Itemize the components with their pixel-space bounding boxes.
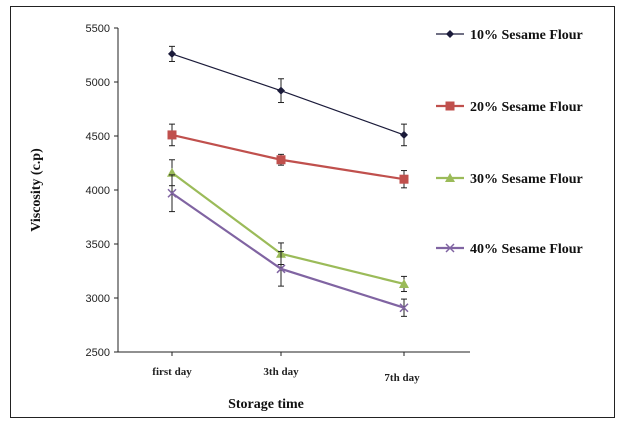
y-ticks: 2500 3000 3500 4000 4500 5000 5500 — [86, 23, 118, 359]
data-point — [167, 130, 177, 140]
data-point — [399, 303, 409, 313]
legend-item: 10% Sesame Flour — [436, 28, 583, 43]
data-point — [277, 86, 285, 95]
legend-label: 30% Sesame Flour — [470, 172, 583, 187]
y-tick-label: 3500 — [86, 239, 110, 251]
series-4 — [167, 174, 409, 317]
y-tick-label: 4500 — [86, 131, 110, 143]
legend-item: 30% Sesame Flour — [436, 172, 583, 187]
y-tick-label: 5000 — [86, 77, 110, 89]
x-tick-label: first day — [152, 366, 192, 378]
legend-marker — [445, 243, 455, 253]
series-line — [171, 171, 405, 286]
legend-item: 40% Sesame Flour — [436, 242, 583, 257]
axes — [117, 28, 470, 353]
y-tick-label: 4000 — [86, 185, 110, 197]
y-axis-title: Viscosity (c.p) — [29, 148, 44, 232]
data-point — [276, 264, 286, 274]
data-point — [400, 130, 408, 139]
data-point — [168, 49, 176, 58]
x-axis-title: Storage time — [228, 397, 304, 412]
y-tick-label: 5500 — [86, 23, 110, 35]
series-group — [167, 45, 409, 317]
legend-label: 20% Sesame Flour — [470, 100, 583, 115]
series-line — [171, 53, 405, 136]
legend-label: 10% Sesame Flour — [470, 28, 583, 43]
legend-label: 40% Sesame Flour — [470, 242, 583, 257]
data-point — [399, 174, 409, 184]
legend-marker — [445, 173, 455, 182]
series-2 — [167, 123, 409, 189]
series-line — [171, 192, 405, 309]
series-line — [171, 133, 405, 181]
legend-marker — [445, 101, 455, 111]
legend-item: 20% Sesame Flour — [436, 100, 583, 115]
y-tick-label: 3000 — [86, 293, 110, 305]
legend: 10% Sesame Flour 20% Sesame Flour 30% Sesa… — [436, 28, 583, 257]
data-point — [276, 155, 286, 165]
chart-frame — [10, 6, 615, 418]
series-1 — [168, 45, 408, 147]
x-ticks: first day 3th day 7th day — [152, 352, 420, 384]
legend-marker — [446, 30, 454, 38]
y-tick-label: 2500 — [86, 347, 110, 359]
data-point — [399, 278, 409, 288]
x-tick-label: 7th day — [384, 372, 420, 384]
x-tick-label: 3th day — [263, 366, 299, 378]
data-point — [167, 188, 177, 198]
